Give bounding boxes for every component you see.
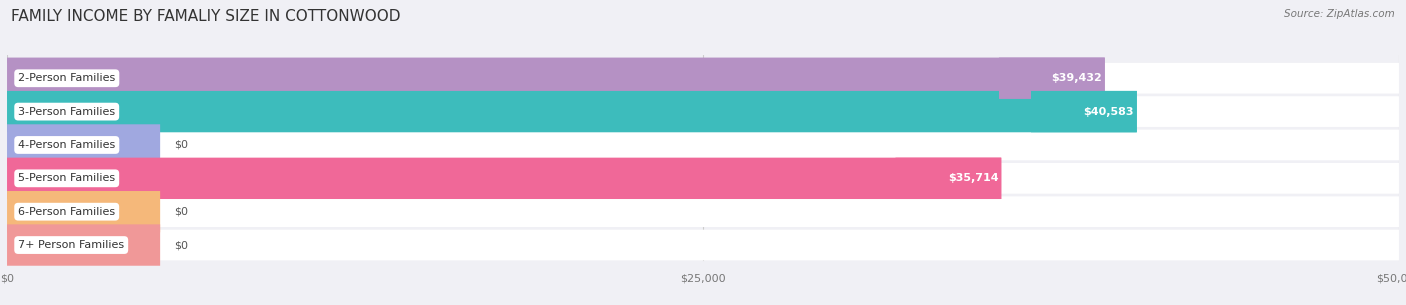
Text: $39,432: $39,432 bbox=[1052, 73, 1102, 83]
FancyBboxPatch shape bbox=[7, 58, 1105, 99]
FancyBboxPatch shape bbox=[7, 96, 1399, 127]
FancyBboxPatch shape bbox=[1031, 91, 1137, 132]
FancyBboxPatch shape bbox=[896, 158, 1001, 199]
Text: 2-Person Families: 2-Person Families bbox=[18, 73, 115, 83]
Text: $0: $0 bbox=[174, 207, 188, 217]
Text: Source: ZipAtlas.com: Source: ZipAtlas.com bbox=[1284, 9, 1395, 19]
Text: 4-Person Families: 4-Person Families bbox=[18, 140, 115, 150]
FancyBboxPatch shape bbox=[7, 91, 1137, 132]
Text: 3-Person Families: 3-Person Families bbox=[18, 107, 115, 117]
Text: $40,583: $40,583 bbox=[1084, 107, 1135, 117]
Text: 5-Person Families: 5-Person Families bbox=[18, 173, 115, 183]
Text: FAMILY INCOME BY FAMALIY SIZE IN COTTONWOOD: FAMILY INCOME BY FAMALIY SIZE IN COTTONW… bbox=[11, 9, 401, 24]
FancyBboxPatch shape bbox=[7, 63, 1399, 94]
Text: $35,714: $35,714 bbox=[948, 173, 998, 183]
Text: $0: $0 bbox=[174, 240, 188, 250]
Text: $0: $0 bbox=[174, 140, 188, 150]
FancyBboxPatch shape bbox=[7, 224, 160, 266]
FancyBboxPatch shape bbox=[7, 230, 1399, 260]
FancyBboxPatch shape bbox=[7, 163, 1399, 194]
FancyBboxPatch shape bbox=[1000, 58, 1105, 99]
FancyBboxPatch shape bbox=[7, 130, 1399, 160]
Text: 6-Person Families: 6-Person Families bbox=[18, 207, 115, 217]
Text: 7+ Person Families: 7+ Person Families bbox=[18, 240, 124, 250]
FancyBboxPatch shape bbox=[7, 196, 1399, 227]
FancyBboxPatch shape bbox=[7, 191, 160, 232]
FancyBboxPatch shape bbox=[7, 158, 1001, 199]
FancyBboxPatch shape bbox=[7, 124, 160, 166]
